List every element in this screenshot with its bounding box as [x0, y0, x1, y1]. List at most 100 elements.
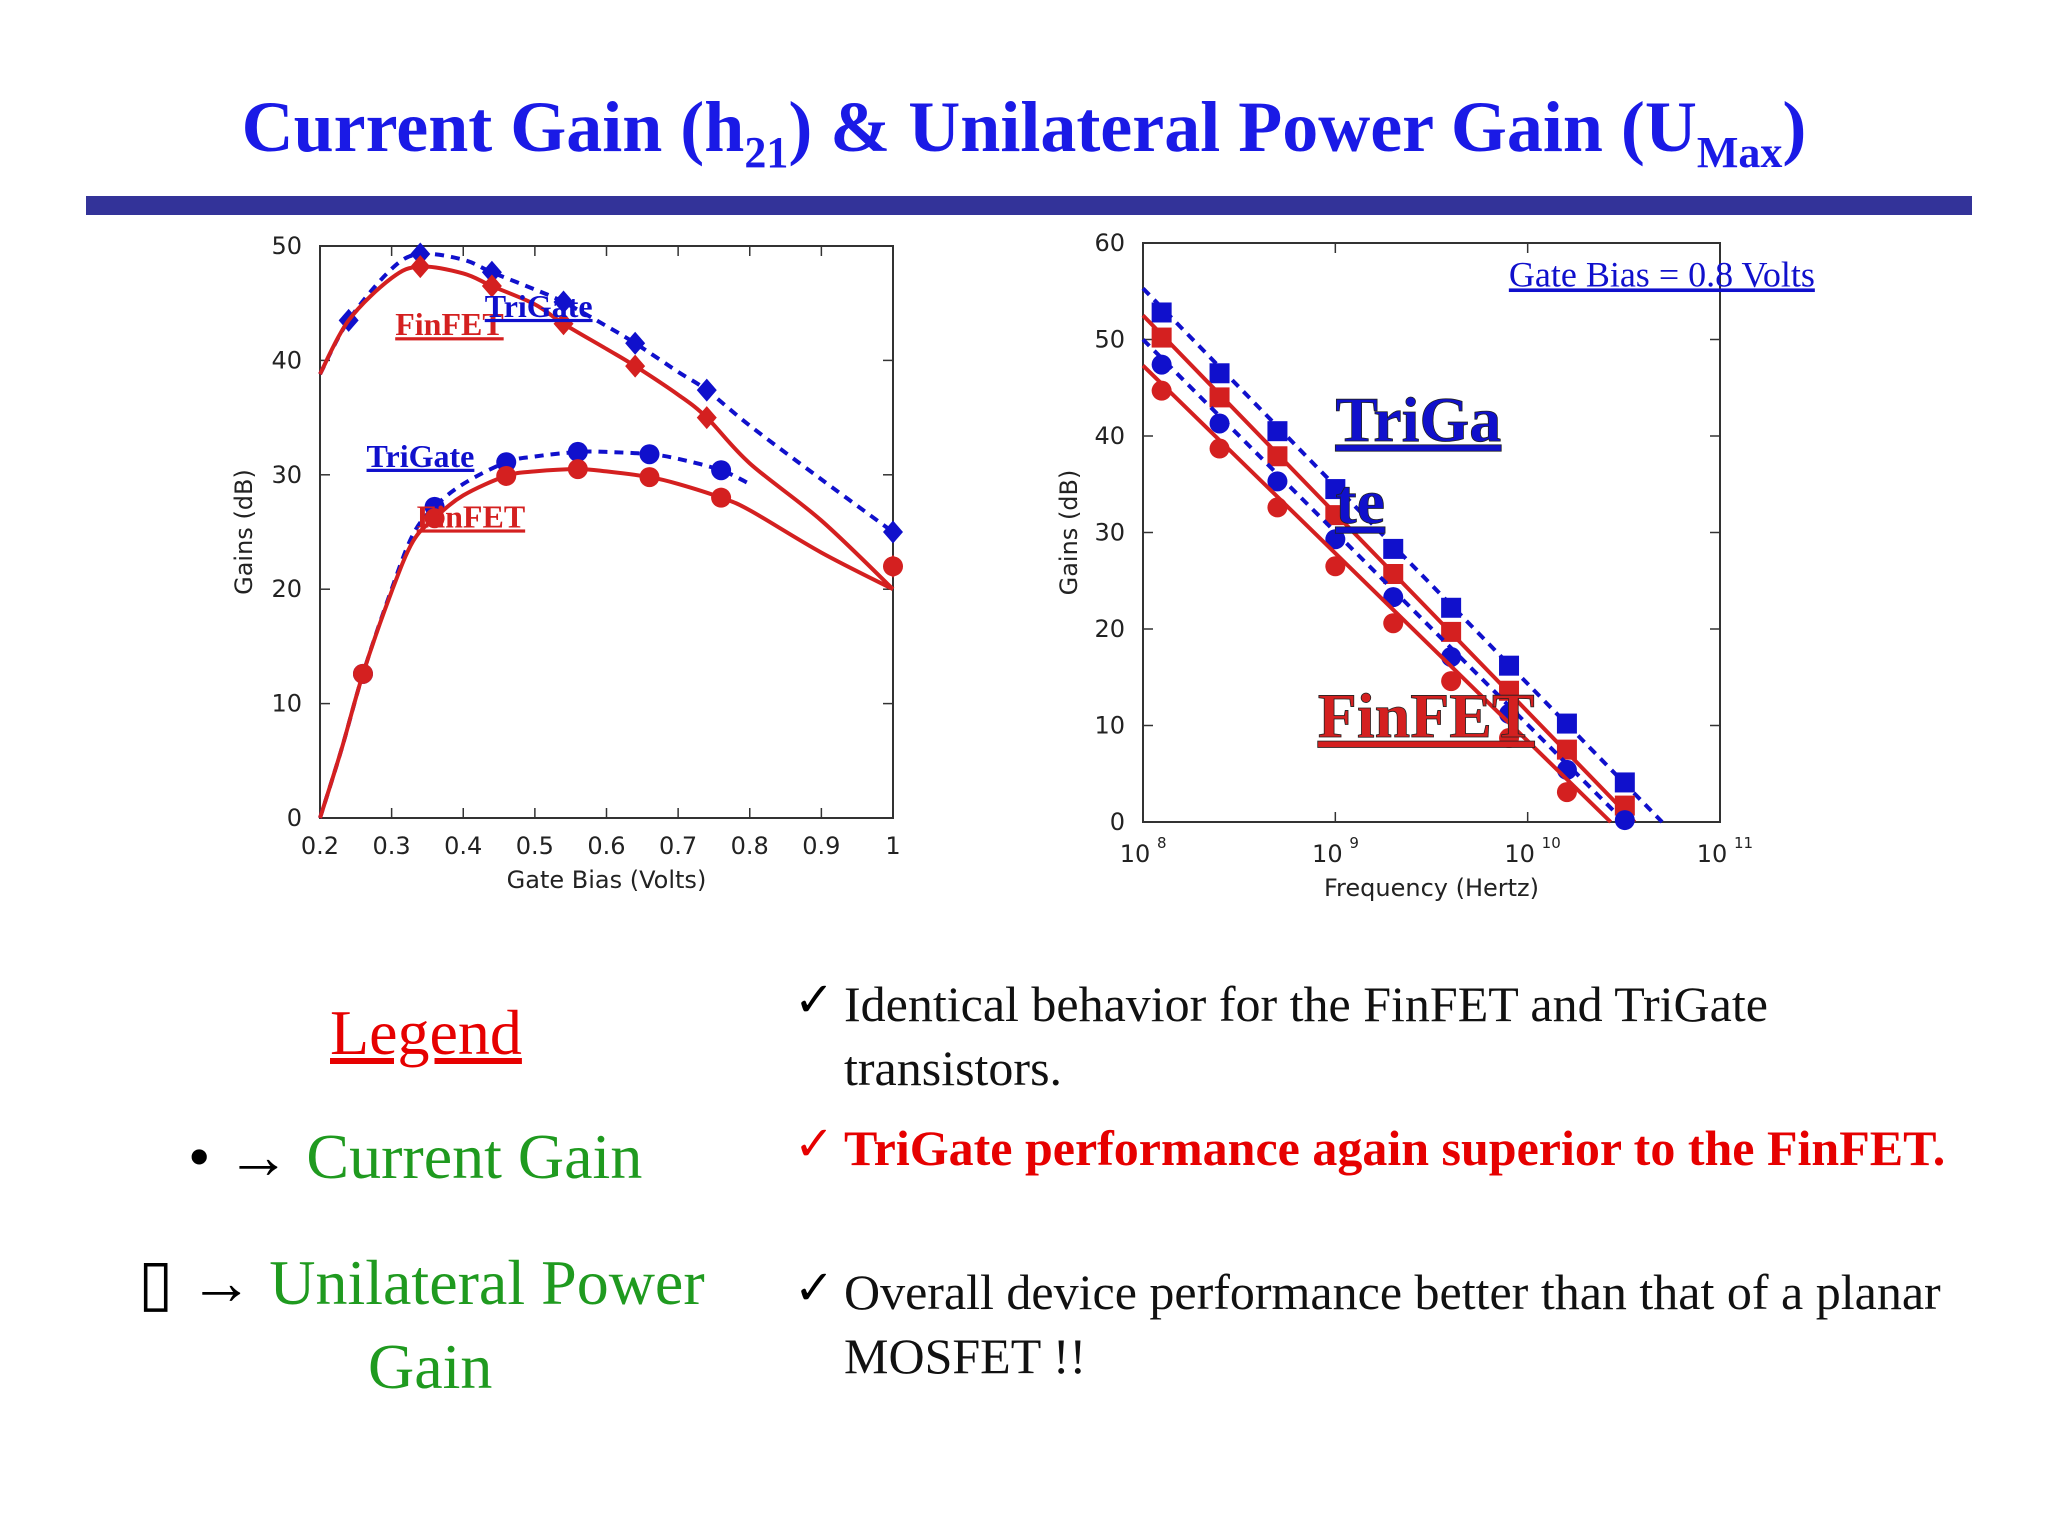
- series-annotation: FinFET: [1318, 680, 1535, 751]
- x-tick-label: 0.9: [802, 832, 840, 860]
- circle-marker: [1556, 782, 1577, 803]
- diamond-marker: [410, 242, 431, 266]
- y-tick-label: 10: [271, 690, 302, 718]
- title-part-3: ): [1782, 87, 1807, 167]
- square-marker: [1383, 563, 1404, 584]
- y-tick-label: 40: [271, 346, 302, 374]
- square-marker: [1383, 538, 1404, 559]
- x-tick-label: 0.4: [444, 832, 482, 860]
- y-tick-label: 30: [1094, 519, 1125, 547]
- circle-marker: [1209, 438, 1230, 459]
- circle-marker: [496, 465, 517, 486]
- circle-marker: [567, 459, 588, 480]
- square-marker: [1441, 597, 1462, 618]
- circle-marker: [1614, 810, 1635, 831]
- series-annotation: FinFET: [417, 498, 525, 534]
- square-marker: [1267, 446, 1288, 467]
- diamond-marker: [625, 354, 646, 378]
- series-line: [318, 449, 751, 819]
- x-axis-label: Frequency (Hertz): [1324, 874, 1539, 902]
- series-annotation: TriGate: [367, 438, 475, 474]
- circle-marker: [1267, 497, 1288, 518]
- square-marker-icon: ▯: [138, 1247, 174, 1318]
- circle-marker: [1383, 613, 1404, 634]
- arrow-icon: →: [189, 1247, 254, 1318]
- bullet-text: TriGate performance again superior to th…: [844, 1120, 1946, 1176]
- legend-item-unilateral-power-gain: ▯ → Unilateral Power: [138, 1246, 705, 1320]
- y-tick-label: 50: [271, 232, 302, 260]
- diamond-marker: [481, 260, 502, 284]
- circle-marker: [711, 460, 732, 481]
- circle-marker: [1325, 556, 1346, 577]
- bullet-text: Overall device performance better than t…: [844, 1264, 1941, 1384]
- x-axis-label: Gate Bias (Volts): [507, 866, 707, 894]
- x-tick-label: 0.7: [659, 832, 697, 860]
- y-tick-label: 0: [1110, 808, 1125, 836]
- y-tick-label: 10: [1094, 712, 1125, 740]
- square-marker: [1441, 621, 1462, 642]
- x-tick-label: 0.3: [373, 832, 411, 860]
- square-marker: [1209, 387, 1230, 408]
- x-tick-label: 0.2: [301, 832, 339, 860]
- slide-title: Current Gain (h21) & Unilateral Power Ga…: [0, 82, 2048, 175]
- condition-annotation: Gate Bias = 0.8 Volts: [1509, 254, 1815, 294]
- circle-marker: [352, 663, 373, 684]
- y-axis-label: Gains (dB): [230, 469, 258, 595]
- square-marker: [1499, 655, 1520, 676]
- x-tick-exponent: 8: [1157, 834, 1167, 852]
- circle-marker: [639, 444, 660, 465]
- square-marker: [1325, 479, 1346, 500]
- title-part-2: ) & Unilateral Power Gain (U: [788, 87, 1697, 167]
- x-tick-exponent: 10: [1542, 834, 1561, 852]
- square-marker: [1267, 421, 1288, 442]
- bullet-text: Identical behavior for the FinFET and Tr…: [844, 976, 1768, 1096]
- legend-label-gain: Gain: [368, 1331, 493, 1402]
- diamond-marker: [883, 520, 903, 544]
- circle-marker: [496, 452, 517, 473]
- circle-marker: [424, 508, 445, 529]
- series-annotation: te: [1335, 466, 1385, 537]
- circle-marker: [1151, 354, 1172, 375]
- y-tick-label: 20: [271, 575, 302, 603]
- x-tick-label: 1: [885, 832, 900, 860]
- square-marker: [1556, 739, 1577, 760]
- diamond-marker: [553, 290, 574, 314]
- square-marker: [1151, 302, 1172, 323]
- x-tick-label: 0.8: [731, 832, 769, 860]
- title-subscript-1: 21: [744, 128, 789, 177]
- square-marker: [1614, 795, 1635, 816]
- series-line: [318, 467, 894, 819]
- circle-marker: [1267, 471, 1288, 492]
- legend-label-current-gain: Current Gain: [306, 1121, 643, 1192]
- circle-marker: [1209, 413, 1230, 434]
- diamond-marker: [696, 378, 717, 402]
- checkmark-icon: ✓: [794, 1260, 835, 1316]
- legend-item-current-gain: • → Current Gain: [188, 1120, 642, 1194]
- circle-marker: [567, 441, 588, 462]
- x-tick-label: 10: [1312, 840, 1343, 868]
- checkmark-icon: ✓: [794, 972, 835, 1028]
- title-part-1: Current Gain (h: [241, 87, 745, 167]
- x-tick-exponent: 11: [1734, 834, 1753, 852]
- title-divider: [86, 196, 1972, 215]
- legend-title: Legend: [330, 997, 522, 1068]
- circle-marker: [1325, 529, 1346, 550]
- title-subscript-2: Max: [1696, 128, 1783, 177]
- x-tick-exponent: 9: [1349, 834, 1359, 852]
- square-marker: [1209, 363, 1230, 384]
- diamond-marker: [553, 312, 574, 336]
- y-tick-label: 0: [287, 804, 302, 832]
- legend-label-unilateral-power: Unilateral Power: [269, 1247, 705, 1318]
- y-tick-label: 40: [1094, 422, 1125, 450]
- circle-marker: [639, 467, 660, 488]
- circle-marker: [883, 556, 903, 577]
- y-tick-label: 30: [271, 461, 302, 489]
- y-tick-label: 60: [1094, 229, 1125, 257]
- square-marker: [1614, 772, 1635, 793]
- square-marker: [1499, 680, 1520, 701]
- diamond-marker: [696, 406, 717, 430]
- checkmark-icon: ✓: [794, 1116, 835, 1172]
- x-tick-label: 10: [1697, 840, 1728, 868]
